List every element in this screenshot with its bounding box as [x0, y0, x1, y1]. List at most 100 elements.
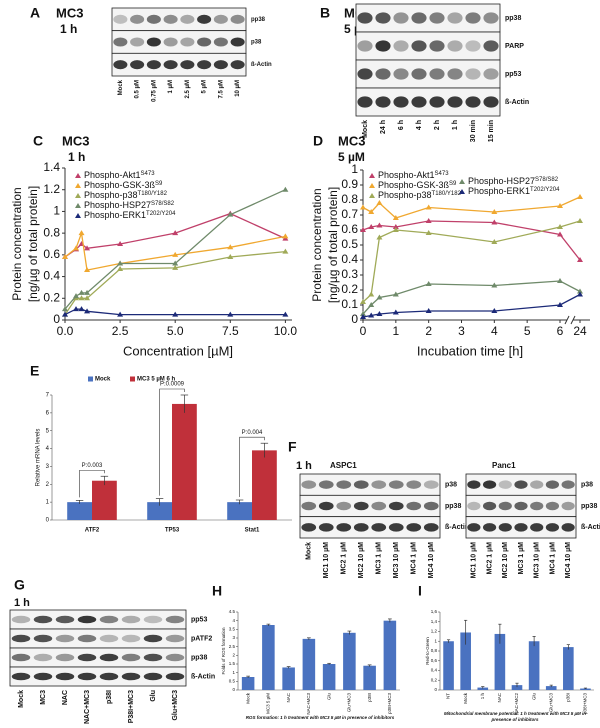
panel-label: G	[14, 577, 25, 593]
band	[213, 60, 228, 70]
x-tick-label: Glu	[326, 693, 331, 701]
legend-swatch	[88, 376, 93, 382]
band	[371, 501, 387, 511]
panel-title: 1 h	[68, 150, 85, 164]
band	[393, 96, 409, 108]
p-value: P:0.004	[242, 430, 263, 436]
y-axis-label: Protein concentration	[310, 188, 324, 301]
y-tick-label: 1,2	[431, 629, 438, 634]
band	[545, 501, 560, 511]
lane-label: MC2 10 µM	[502, 542, 509, 578]
data-point	[376, 222, 383, 228]
x-tick-label: 5.0	[167, 324, 184, 338]
band	[197, 37, 212, 47]
band	[121, 653, 141, 662]
y-tick-label: 0	[434, 687, 437, 692]
y-tick-label: 0,2	[431, 677, 438, 682]
data-point	[360, 227, 366, 232]
y-tick-label: 1,4	[431, 619, 438, 624]
axis-break	[567, 316, 573, 324]
legend-entry: Phospho-Akt1S473	[84, 170, 155, 180]
band	[113, 14, 128, 24]
band	[301, 501, 317, 511]
legend-superscript: S9	[155, 181, 163, 187]
y-tick-label: 0.9	[341, 177, 358, 191]
y-tick-label: 1	[351, 162, 358, 176]
legend-entry: Phospho-ERK1T202/Y204	[468, 186, 560, 196]
data-point	[376, 311, 383, 316]
band	[411, 68, 427, 80]
y-tick-label: 1,6	[431, 609, 438, 614]
lane-label: 10 µM	[235, 80, 241, 97]
y-tick-label: 0,6	[431, 658, 438, 663]
panel-title: MC3	[62, 133, 89, 148]
y-tick-label: 0.5	[341, 237, 358, 251]
row-label: ß-Actin	[445, 524, 469, 531]
data-point	[78, 289, 85, 295]
x-tick-label: 7.5	[222, 324, 239, 338]
blot-title: ASPC1	[330, 461, 357, 470]
data-point	[425, 230, 432, 235]
data-point	[491, 308, 498, 313]
lane-label: MC3 1 µM	[518, 542, 525, 575]
band	[447, 96, 463, 108]
x-tick-label: ATF2	[85, 528, 100, 534]
panel-label: A	[30, 5, 40, 21]
legend-superscript: T180/Y182	[138, 191, 168, 197]
data-point	[491, 219, 498, 225]
caption: presence of inhibitors	[490, 717, 539, 722]
panel-title: 1 h	[60, 22, 77, 36]
lane-label: Glu	[150, 690, 157, 702]
band	[375, 68, 391, 80]
legend-entry: Phospho-HSP27S78/S82	[84, 200, 175, 210]
band	[33, 615, 53, 624]
data-point	[78, 230, 85, 236]
band	[467, 501, 481, 511]
data-point	[392, 291, 399, 297]
x-tick-label: NAC	[286, 692, 291, 702]
band	[143, 634, 163, 643]
legend-marker	[459, 179, 465, 184]
band	[530, 501, 544, 511]
data-point	[227, 211, 234, 217]
band	[530, 523, 544, 532]
band	[411, 40, 427, 52]
data-point	[172, 264, 179, 270]
bar	[477, 687, 489, 690]
data-point	[392, 309, 399, 315]
band	[393, 40, 409, 52]
y-tick-label: 1.5	[229, 661, 236, 666]
blot-strip	[355, 31, 501, 61]
band	[146, 60, 161, 70]
x-tick-label: 0	[360, 324, 367, 338]
legend-marker	[75, 173, 81, 178]
lane-label: P38I+MC3	[128, 690, 135, 723]
x-tick-label: Mock	[463, 692, 468, 704]
band	[77, 672, 97, 681]
band	[388, 501, 404, 511]
x-tick-label: Glu+MC3	[548, 693, 553, 713]
blot-strip	[9, 666, 187, 687]
band	[165, 653, 185, 662]
legend-name: Phospho-p38	[84, 190, 138, 200]
row-label: pATF2	[191, 635, 212, 642]
row-label: pp38	[581, 503, 597, 510]
x-tick-label: NAC+MC3	[306, 693, 311, 715]
y-tick-label: 0.4	[43, 269, 60, 283]
y-tick-label: 0.4	[341, 252, 358, 266]
band	[55, 634, 75, 643]
lane-label: MC4 1 µM	[549, 542, 556, 575]
panel-label: I	[418, 583, 422, 599]
band	[336, 523, 352, 532]
band	[146, 14, 161, 24]
band	[406, 480, 422, 489]
row-label: ß-Actin	[581, 524, 600, 531]
legend-entry: Phospho-Akt1S473	[378, 170, 449, 180]
data-point	[557, 302, 563, 307]
legend-name: Phospho-Akt1	[378, 170, 435, 180]
data-point	[84, 308, 91, 314]
data-point	[360, 311, 366, 316]
bar	[262, 625, 275, 690]
x-axis-label: Incubation time [h]	[417, 343, 523, 358]
